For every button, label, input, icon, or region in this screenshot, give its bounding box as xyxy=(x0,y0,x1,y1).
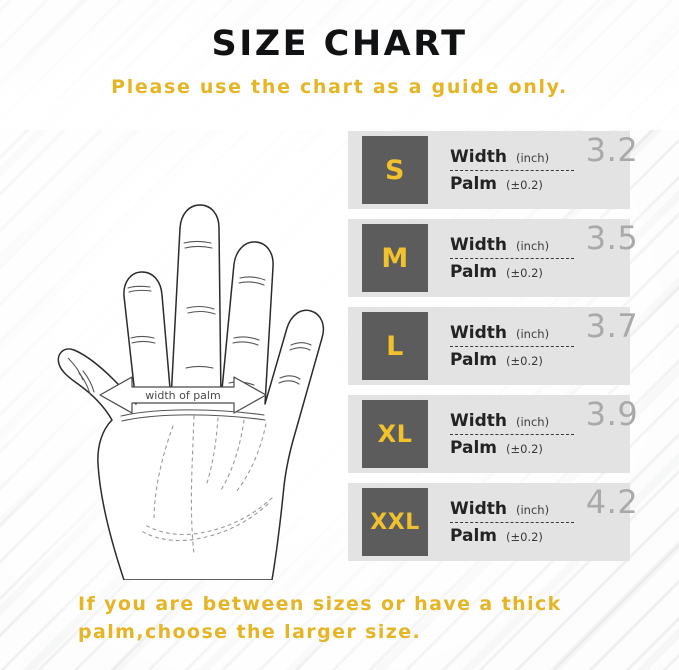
spec-tolerance-label: (±0.2) xyxy=(506,529,543,544)
size-badge: L xyxy=(362,312,428,380)
spec-stack: Width (inch) Palm (±0.2) xyxy=(450,499,574,546)
spec-divider xyxy=(450,521,574,523)
spec-secondary-label: Palm xyxy=(450,437,498,458)
size-badge: M xyxy=(362,224,428,292)
spec-width-line: Width (inch) xyxy=(450,147,574,170)
spec-unit-label: (inch) xyxy=(515,414,550,429)
spec-divider xyxy=(450,257,574,259)
background-top-veil xyxy=(0,0,679,130)
spec-measure-label: Width xyxy=(450,410,507,431)
spec-palm-line: Palm (±0.2) xyxy=(450,523,574,546)
spec-width-line: Width (inch) xyxy=(450,411,574,434)
page-subtitle: Please use the chart as a guide only. xyxy=(111,76,568,98)
spec-width-line: Width (inch) xyxy=(450,235,574,258)
knuckle-line xyxy=(120,409,266,422)
spec-tolerance-label: (±0.2) xyxy=(506,353,543,368)
table-row[interactable]: S Width (inch) Palm (±0.2) 3.2 xyxy=(348,131,638,209)
size-spec: Width (inch) Palm (±0.2) xyxy=(428,307,574,385)
spec-secondary-label: Palm xyxy=(450,261,498,282)
spec-divider xyxy=(450,169,574,171)
size-value: 3.2 xyxy=(585,131,639,169)
spec-divider xyxy=(450,345,574,347)
spec-palm-line: Palm (±0.2) xyxy=(450,259,574,282)
size-badge: XXL xyxy=(362,488,428,556)
palm-width-arrow xyxy=(99,376,267,414)
spec-stack: Width (inch) Palm (±0.2) xyxy=(450,323,574,370)
hand-illustration: width of palm xyxy=(28,168,346,580)
spec-stack: Width (inch) Palm (±0.2) xyxy=(450,235,574,282)
thumb-nail-arc xyxy=(67,357,84,381)
spec-unit-label: (inch) xyxy=(515,326,550,341)
table-row[interactable]: L Width (inch) Palm (±0.2) 3.7 xyxy=(348,307,638,385)
size-badge: S xyxy=(362,136,428,204)
spec-measure-label: Width xyxy=(450,146,507,167)
palm-crease-dotted-lines xyxy=(139,415,273,555)
spec-tolerance-label: (±0.2) xyxy=(506,177,543,192)
size-value: 3.5 xyxy=(585,219,639,257)
size-value: 3.9 xyxy=(585,395,639,433)
spec-secondary-label: Palm xyxy=(450,349,498,370)
size-spec: Width (inch) Palm (±0.2) xyxy=(428,483,574,561)
spec-palm-line: Palm (±0.2) xyxy=(450,347,574,370)
spec-tolerance-label: (±0.2) xyxy=(506,265,543,280)
spec-divider xyxy=(450,433,574,435)
finger-crease-lines xyxy=(78,240,312,395)
table-row[interactable]: XXL Width (inch) Palm (±0.2) 4.2 xyxy=(348,483,638,561)
spec-palm-line: Palm (±0.2) xyxy=(450,171,574,194)
spec-secondary-label: Palm xyxy=(450,525,498,546)
spec-unit-label: (inch) xyxy=(515,238,550,253)
spec-palm-line: Palm (±0.2) xyxy=(450,435,574,458)
spec-unit-label: (inch) xyxy=(515,150,550,165)
palm-width-label: width of palm xyxy=(145,389,220,402)
size-spec: Width (inch) Palm (±0.2) xyxy=(428,131,574,209)
size-spec: Width (inch) Palm (±0.2) xyxy=(428,395,574,473)
table-row[interactable]: XL Width (inch) Palm (±0.2) 3.9 xyxy=(348,395,638,473)
spec-width-line: Width (inch) xyxy=(450,323,574,346)
spec-unit-label: (inch) xyxy=(515,502,550,517)
footer-note: If you are between sizes or have a thick… xyxy=(78,593,562,643)
spec-stack: Width (inch) Palm (±0.2) xyxy=(450,147,574,194)
spec-stack: Width (inch) Palm (±0.2) xyxy=(450,411,574,458)
spec-secondary-label: Palm xyxy=(450,173,498,194)
size-spec: Width (inch) Palm (±0.2) xyxy=(428,219,574,297)
size-value: 4.2 xyxy=(585,483,639,521)
spec-tolerance-label: (±0.2) xyxy=(506,441,543,456)
size-table: S Width (inch) Palm (±0.2) 3.2 M xyxy=(348,131,638,571)
size-value: 3.7 xyxy=(585,307,639,345)
size-badge: XL xyxy=(362,400,428,468)
spec-measure-label: Width xyxy=(450,234,507,255)
spec-measure-label: Width xyxy=(450,498,507,519)
page-title: SIZE CHART xyxy=(211,24,468,64)
table-row[interactable]: M Width (inch) Palm (±0.2) 3.5 xyxy=(348,219,638,297)
spec-measure-label: Width xyxy=(450,322,507,343)
spec-width-line: Width (inch) xyxy=(450,499,574,522)
